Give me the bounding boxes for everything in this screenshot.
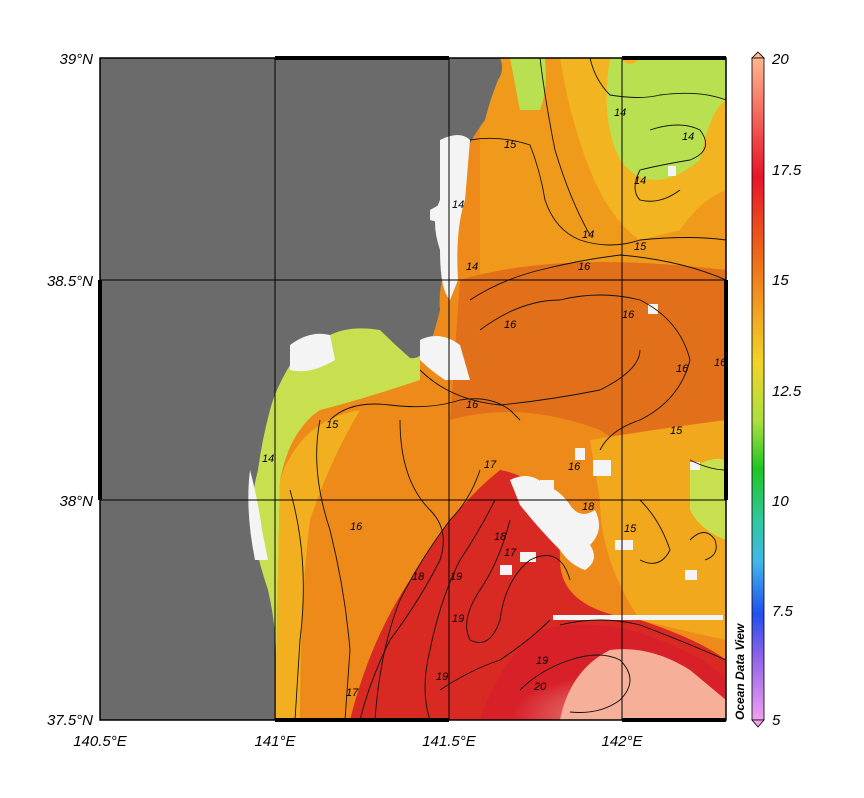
contour-label: 16 — [622, 309, 635, 321]
contour-label: 16 — [568, 461, 581, 473]
colorbar-tick-17-5: 17.5 — [772, 162, 802, 179]
contour-label: 16 — [578, 261, 591, 273]
colorbar-bottom-arrow — [751, 719, 765, 728]
ocean-west-yellow — [275, 410, 360, 720]
lon-label-142: 142°E — [601, 733, 643, 750]
nodata-coast-5 — [420, 336, 470, 380]
nodata-coast-4 — [430, 200, 448, 225]
colorbar-top-arrow — [751, 51, 765, 59]
contour-label: 17 — [484, 459, 497, 471]
contour-label: 15 — [326, 419, 339, 431]
contour-label: 17 — [504, 547, 517, 559]
lat-label-37-5: 37.5°N — [47, 712, 93, 729]
colorbar-tick-20: 20 — [771, 51, 789, 68]
lon-label-141-5: 141.5°E — [422, 733, 477, 750]
nodata-coast-1 — [290, 333, 335, 372]
colorbar-tick-12-5: 12.5 — [772, 383, 802, 400]
contour-label: 14 — [466, 261, 478, 273]
land-honshu — [100, 58, 503, 720]
contour-label: 20 — [533, 681, 547, 693]
latitude-labels: 39°N 38.5°N 38°N 37.5°N — [47, 51, 93, 729]
frame-tick-bars — [98, 56, 728, 722]
contour-label: 18 — [412, 571, 425, 583]
lon-label-141: 141°E — [254, 733, 296, 750]
lat-label-38: 38°N — [59, 493, 93, 510]
ocean-north-cool — [545, 58, 726, 180]
colorbar-tick-5: 5 — [772, 712, 781, 729]
contour-label: 18 — [494, 531, 507, 543]
nodata-coast-3 — [435, 135, 470, 300]
colorbar-gradient — [751, 57, 765, 721]
contour-label: 17 — [346, 687, 359, 699]
contour-label: 19 — [436, 671, 448, 683]
contour-label: 16 — [350, 521, 363, 533]
contour-label: 16 — [504, 319, 517, 331]
colorbar-tick-15: 15 — [772, 272, 789, 289]
contour-label: 14 — [634, 175, 646, 187]
colorbar-tick-7-5: 7.5 — [772, 603, 794, 620]
contour-label: 14 — [582, 229, 594, 241]
map-body — [100, 58, 726, 720]
contour-label: 14 — [682, 131, 694, 143]
contour-label: 14 — [452, 199, 464, 211]
contour-label: 14 — [614, 107, 626, 119]
contour-label: 18 — [582, 501, 595, 513]
nodata-coast-2 — [248, 470, 268, 560]
colorbar-tick-10: 10 — [772, 493, 789, 510]
ocean-east-cool — [690, 458, 726, 540]
graticule — [100, 58, 726, 720]
contour-label: 15 — [504, 139, 517, 151]
contour-label: 19 — [536, 655, 548, 667]
lat-label-39: 39°N — [59, 51, 93, 68]
colorbar: 20 17.5 15 12.5 10 7.5 5 — [751, 51, 802, 729]
longitude-labels: 140.5°E 141°E 141.5°E 142°E — [73, 733, 643, 750]
contour-label: 15 — [670, 425, 683, 437]
contour-label: 15 — [624, 523, 637, 535]
contour-label: 16 — [676, 363, 689, 375]
contour-label: 16 — [714, 357, 727, 369]
contour-label: 16 — [466, 399, 479, 411]
lat-label-38-5: 38.5°N — [47, 273, 93, 290]
ocean-data-view-watermark: Ocean Data View — [733, 623, 747, 720]
isotherm-contours — [289, 58, 726, 720]
ocean-north-cool-2 — [510, 58, 546, 110]
contour-label: 19 — [452, 613, 464, 625]
lon-label-140-5: 140.5°E — [73, 733, 128, 750]
contour-label: 15 — [634, 241, 647, 253]
contour-label: 19 — [450, 571, 462, 583]
contour-label: 14 — [262, 453, 274, 465]
contour-value-labels: 15 14 14 14 14 15 16 16 16 16 16 16 16 1… — [262, 107, 727, 699]
ocean-hottest — [560, 649, 726, 720]
